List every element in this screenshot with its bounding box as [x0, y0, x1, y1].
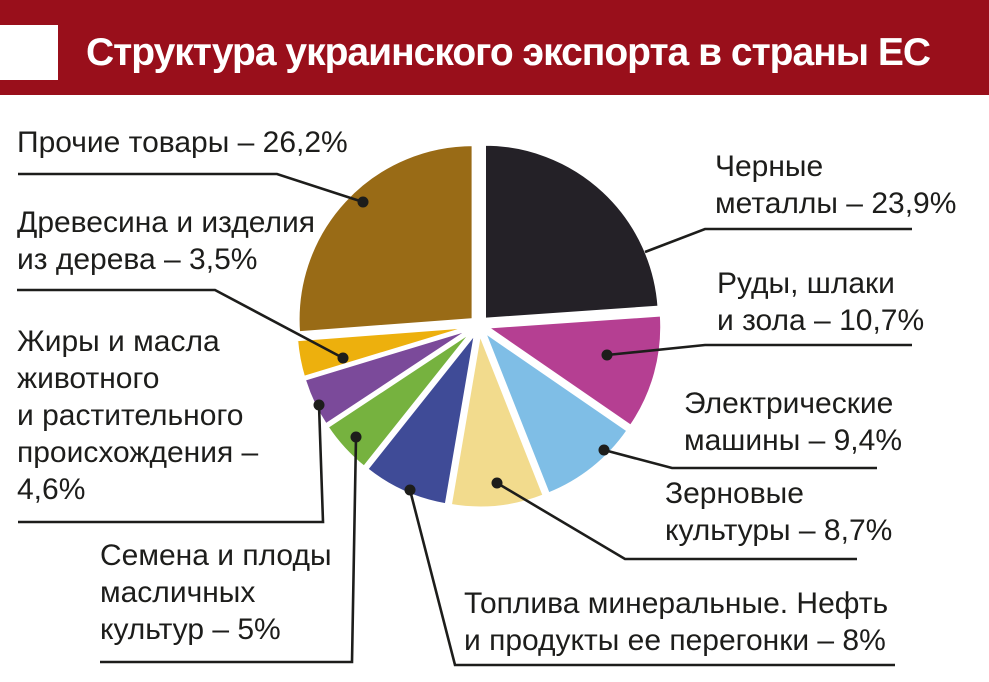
leader-line-electrical-machines	[603, 448, 877, 470]
leader-dot-fats-oils	[313, 399, 325, 411]
label-grain-crops: Зерновые культуры – 8,7%	[665, 477, 893, 547]
leader-line-wood-products	[17, 288, 344, 360]
header-accent-square	[0, 25, 58, 80]
leader-line-fats-oils	[18, 404, 325, 524]
leader-line-ores-slag-ash	[606, 343, 912, 357]
leader-line-oilseeds	[100, 436, 358, 664]
label-ores-slag-ash: Руды, шлаки и зола – 10,7%	[717, 267, 925, 337]
leader-dot-mineral-fuels	[404, 484, 416, 496]
label-other-goods: Прочие товары – 26,2%	[17, 126, 348, 159]
leader-line-mineral-fuels	[408, 489, 895, 667]
label-fats-oils: Жиры и масла животного и растительного п…	[17, 325, 259, 506]
pie-slice-electrical-machines	[480, 327, 631, 496]
leader-dot-grain-crops	[491, 477, 503, 489]
leader-line-ferrous-metals	[644, 227, 912, 254]
leader-dot-ores-slag-ash	[601, 349, 613, 361]
pie-slice-other-goods	[296, 143, 475, 335]
leader-dot-electrical-machines	[598, 444, 610, 456]
leader-dot-wood-products	[337, 352, 349, 364]
leader-line-grain-crops	[496, 481, 857, 561]
pie-slice-ferrous-metals	[483, 142, 661, 321]
leader-dot-oilseeds	[350, 431, 362, 443]
pie-slice-grain-crops	[448, 327, 547, 510]
label-wood-products: Древесина и изделия из дерева – 3,5%	[17, 206, 315, 276]
pie-slice-oilseeds	[325, 329, 475, 470]
leader-line-other-goods	[18, 172, 364, 204]
page-title: Структура украинского экспорта в страны …	[86, 31, 931, 74]
label-electrical-machines: Электрические машины – 9,4%	[684, 387, 902, 457]
header-bar: Структура украинского экспорта в страны …	[0, 0, 989, 95]
pie-slice-mineral-fuels	[364, 331, 478, 507]
pie-slice-ores-slag-ash	[482, 313, 664, 429]
label-ferrous-metals: Черные металлы – 23,9%	[715, 150, 957, 220]
label-oilseeds: Семена и плоды масличных культур – 5%	[100, 539, 332, 646]
leader-dot-other-goods	[357, 196, 369, 208]
label-mineral-fuels: Топлива минеральные. Нефть и продукты ее…	[464, 587, 889, 657]
pie-slice-fats-oils	[302, 326, 473, 427]
pie-slice-wood-products	[294, 325, 472, 380]
